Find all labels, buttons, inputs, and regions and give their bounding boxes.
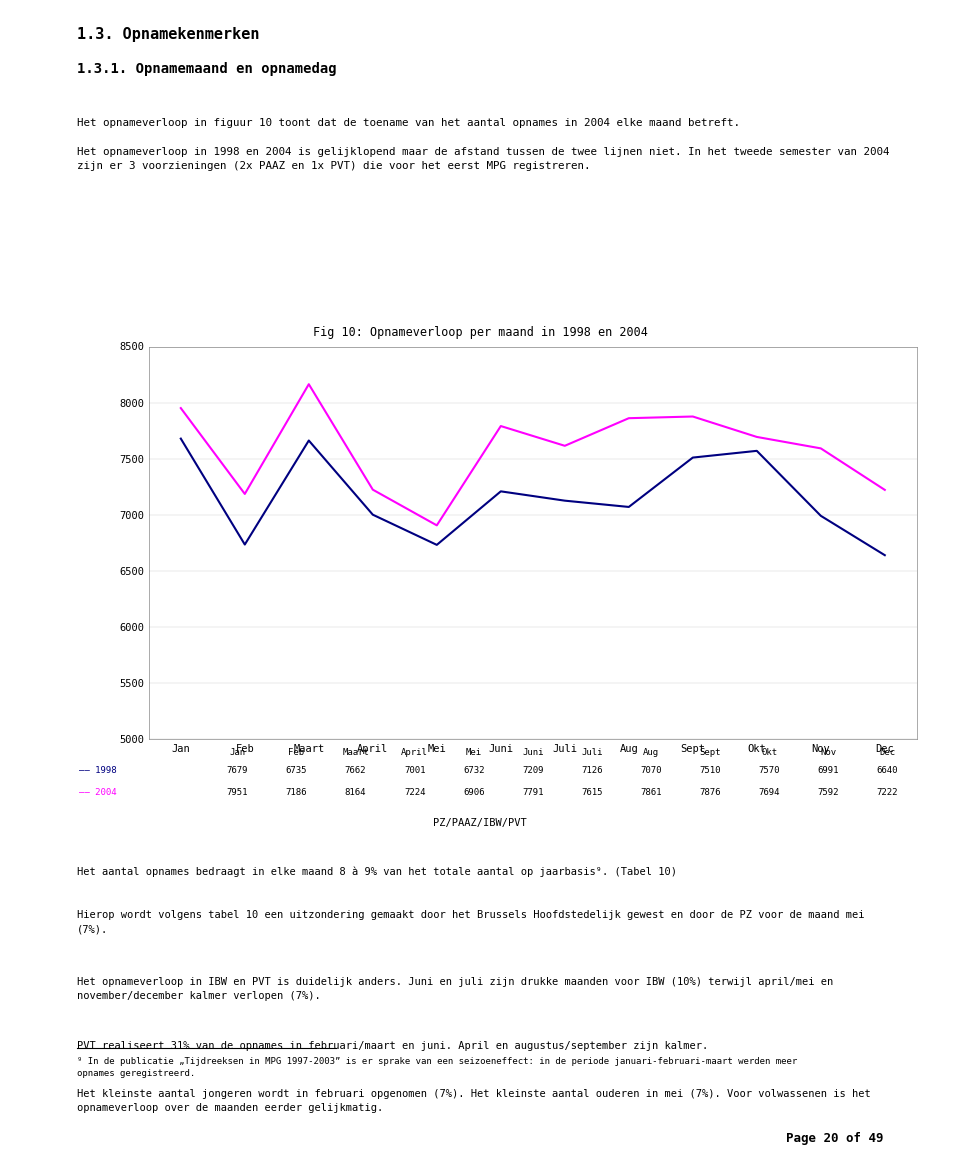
Text: Fig 10: Opnameverloop per maand in 1998 en 2004: Fig 10: Opnameverloop per maand in 1998 … [313,326,647,338]
Text: 6640: 6640 [876,766,898,775]
Text: Page 20 of 49: Page 20 of 49 [785,1132,883,1145]
Text: Nov: Nov [820,748,836,758]
Text: 7570: 7570 [758,766,780,775]
Text: 8164: 8164 [345,788,367,797]
Text: 7592: 7592 [817,788,839,797]
Text: ⁹ In de publicatie „Tijdreeksen in MPG 1997-2003” is er sprake van een seizoenef: ⁹ In de publicatie „Tijdreeksen in MPG 1… [77,1057,797,1079]
Text: Juni: Juni [522,748,543,758]
Text: 1.3.1. Opnamemaand en opnamedag: 1.3.1. Opnamemaand en opnamedag [77,62,336,76]
Text: April: April [401,748,428,758]
Text: 7662: 7662 [345,766,367,775]
Text: Okt: Okt [761,748,778,758]
Text: 6732: 6732 [463,766,485,775]
Text: 7001: 7001 [404,766,425,775]
Text: Juli: Juli [581,748,603,758]
Text: 7791: 7791 [522,788,543,797]
Text: Maart: Maart [342,748,369,758]
Text: Het kleinste aantal jongeren wordt in februari opgenomen (7%). Het kleinste aant: Het kleinste aantal jongeren wordt in fe… [77,1089,871,1113]
Text: 7694: 7694 [758,788,780,797]
Text: 7186: 7186 [286,788,307,797]
Text: 6735: 6735 [286,766,307,775]
Text: 6991: 6991 [817,766,839,775]
Text: 7222: 7222 [876,788,898,797]
Text: Aug: Aug [643,748,659,758]
Text: PVT realiseert 31% van de opnames in februari/maart en juni. April en augustus/s: PVT realiseert 31% van de opnames in feb… [77,1041,708,1051]
Text: 1.3. Opnamekenmerken: 1.3. Opnamekenmerken [77,27,259,42]
Text: 7209: 7209 [522,766,543,775]
Text: Feb: Feb [288,748,304,758]
Text: 7615: 7615 [581,788,603,797]
Text: 7861: 7861 [640,788,661,797]
Text: —— 1998: —— 1998 [79,766,116,775]
Text: Jan: Jan [229,748,246,758]
Text: 7510: 7510 [699,766,721,775]
Text: 7876: 7876 [699,788,721,797]
Text: Sept: Sept [699,748,721,758]
Text: Mei: Mei [466,748,482,758]
Text: 7679: 7679 [227,766,249,775]
Text: Hierop wordt volgens tabel 10 een uitzondering gemaakt door het Brussels Hoofdst: Hierop wordt volgens tabel 10 een uitzon… [77,910,864,934]
Text: 7224: 7224 [404,788,425,797]
Text: Het aantal opnames bedraagt in elke maand 8 à 9% van het totale aantal op jaarba: Het aantal opnames bedraagt in elke maan… [77,866,677,877]
Text: 7070: 7070 [640,766,661,775]
Text: —— 2004: —— 2004 [79,788,116,797]
Text: Het opnameverloop in IBW en PVT is duidelijk anders. Juni en juli zijn drukke ma: Het opnameverloop in IBW en PVT is duide… [77,977,833,1001]
Text: 6906: 6906 [463,788,485,797]
Text: PZ/PAAZ/IBW/PVT: PZ/PAAZ/IBW/PVT [433,818,527,828]
Text: Het opnameverloop in 1998 en 2004 is gelijklopend maar de afstand tussen de twee: Het opnameverloop in 1998 en 2004 is gel… [77,147,889,171]
Text: Dec: Dec [879,748,896,758]
Text: 7126: 7126 [581,766,603,775]
Text: Het opnameverloop in figuur 10 toont dat de toename van het aantal opnames in 20: Het opnameverloop in figuur 10 toont dat… [77,118,740,128]
Text: 7951: 7951 [227,788,249,797]
